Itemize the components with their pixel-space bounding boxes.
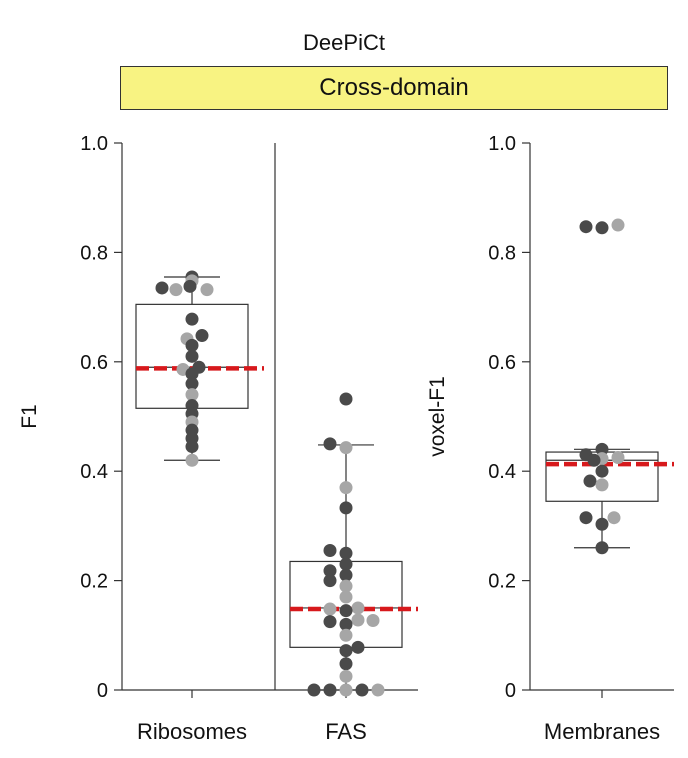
data-point-fas-7	[339, 557, 353, 571]
y-tick-label: 0.6	[488, 352, 516, 374]
data-point-fas-5	[323, 544, 337, 558]
data-point-membranes-3	[595, 442, 609, 456]
data-point-ribosomes-10	[185, 349, 199, 363]
data-point-ribosomes-15	[185, 388, 199, 402]
data-point-ribosomes-2	[183, 279, 197, 293]
data-point-ribosomes-13	[185, 367, 199, 381]
data-point-fas-2	[339, 441, 353, 455]
data-point-fas-1	[323, 437, 337, 451]
x-tick-label-fas: FAS	[325, 719, 367, 744]
data-point-fas-9	[339, 568, 353, 582]
y-tick-label: 0.4	[488, 461, 516, 483]
data-point-fas-29	[371, 683, 385, 697]
data-point-fas-21	[351, 640, 365, 654]
y-tick-label: 0	[505, 680, 516, 702]
data-point-fas-25	[307, 683, 321, 697]
data-point-membranes-5	[611, 451, 625, 465]
y-tick-label: 0.8	[488, 242, 516, 264]
data-point-ribosomes-21	[185, 440, 199, 454]
data-point-membranes-2	[595, 221, 609, 235]
y-tick-label: 0	[97, 680, 108, 702]
data-point-fas-13	[351, 601, 365, 615]
x-tick-label-membranes: Membranes	[544, 719, 660, 744]
data-point-fas-14	[323, 602, 337, 616]
data-point-membranes-7	[587, 453, 601, 467]
data-point-membranes-9	[583, 474, 597, 488]
data-point-fas-26	[323, 683, 337, 697]
y-tick-label: 0.2	[488, 571, 516, 593]
data-point-fas-18	[366, 614, 380, 628]
y-tick-label: 0.4	[80, 461, 108, 483]
y-tick-label: 0.8	[80, 242, 108, 264]
data-point-ribosomes-7	[195, 329, 209, 343]
data-point-fas-3	[339, 481, 353, 495]
data-point-membranes-12	[607, 511, 621, 525]
y-axis-label: F1	[18, 404, 41, 429]
data-point-fas-23	[339, 657, 353, 671]
data-point-membranes-10	[595, 478, 609, 492]
data-point-fas-12	[339, 590, 353, 604]
condition-banner: Cross-domain	[120, 66, 668, 110]
x-tick-label-ribosomes: Ribosomes	[137, 719, 247, 744]
data-point-ribosomes-6	[185, 312, 199, 326]
data-point-fas-24	[339, 669, 353, 683]
data-point-fas-27	[339, 683, 353, 697]
data-point-membranes-11	[579, 511, 593, 525]
data-point-fas-8	[323, 564, 337, 578]
data-point-ribosomes-5	[200, 283, 214, 297]
data-point-ribosomes-22	[185, 453, 199, 467]
data-point-fas-20	[339, 628, 353, 642]
data-point-fas-22	[339, 644, 353, 658]
data-point-ribosomes-3	[155, 281, 169, 295]
data-point-membranes-14	[595, 541, 609, 555]
data-point-ribosomes-9	[185, 338, 199, 352]
y-axis-label: voxel-F1	[426, 376, 449, 457]
data-point-fas-10	[323, 574, 337, 588]
data-point-ribosomes-4	[169, 283, 183, 297]
data-point-fas-17	[323, 615, 337, 629]
data-point-membranes-0	[611, 218, 625, 232]
data-point-membranes-1	[579, 220, 593, 234]
y-tick-label: 1.0	[80, 133, 108, 155]
data-point-fas-4	[339, 501, 353, 515]
data-point-fas-19	[339, 617, 353, 631]
data-point-ribosomes-14	[185, 377, 199, 391]
data-point-fas-11	[339, 579, 353, 593]
data-point-fas-16	[351, 613, 365, 627]
y-tick-label: 0.6	[80, 352, 108, 374]
data-point-fas-0	[339, 392, 353, 406]
y-tick-label: 0.2	[80, 571, 108, 593]
figure-title: DeePiCt	[303, 30, 385, 55]
data-point-fas-15	[339, 604, 353, 618]
y-tick-label: 1.0	[488, 133, 516, 155]
data-point-fas-6	[339, 546, 353, 560]
data-point-fas-28	[355, 683, 369, 697]
data-point-membranes-8	[595, 464, 609, 478]
data-point-membranes-13	[595, 517, 609, 531]
